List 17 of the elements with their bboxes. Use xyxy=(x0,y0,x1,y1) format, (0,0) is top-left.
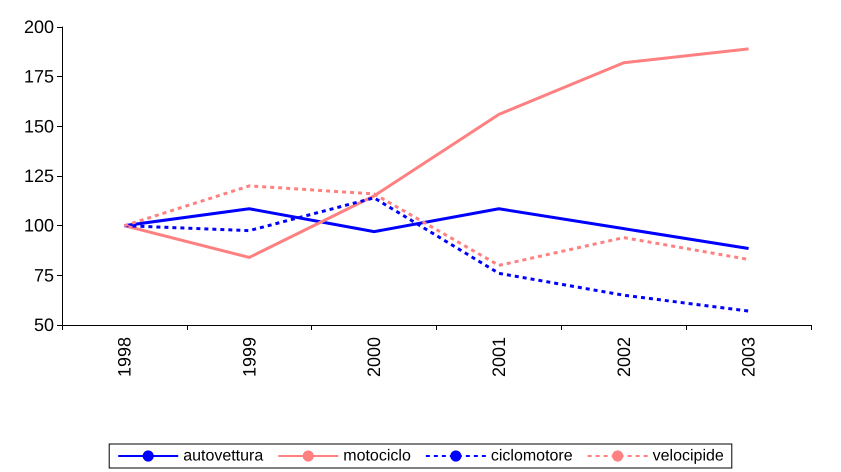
y-tick-label: 175 xyxy=(24,66,54,87)
x-tick-label: 1999 xyxy=(239,337,260,378)
y-tick-label: 200 xyxy=(24,17,54,37)
y-tick-label: 125 xyxy=(24,166,54,186)
y-tick-label: 50 xyxy=(34,315,54,335)
x-tick-label: 2003 xyxy=(738,337,759,378)
y-tick-label: 100 xyxy=(24,216,54,236)
x-tick-label: 2000 xyxy=(364,337,384,378)
x-tick-label: 2002 xyxy=(614,337,634,378)
y-tick-label: 75 xyxy=(34,265,54,286)
legend-label: velocipide xyxy=(652,448,724,464)
x-tick-label: 1998 xyxy=(114,337,134,378)
y-tick-label: 150 xyxy=(24,116,54,136)
legend-label: ciclomotore xyxy=(490,448,573,464)
x-tick-label: 2001 xyxy=(488,337,509,378)
legend-label: autovettura xyxy=(183,448,264,464)
legend-label: motociclo xyxy=(343,448,411,464)
